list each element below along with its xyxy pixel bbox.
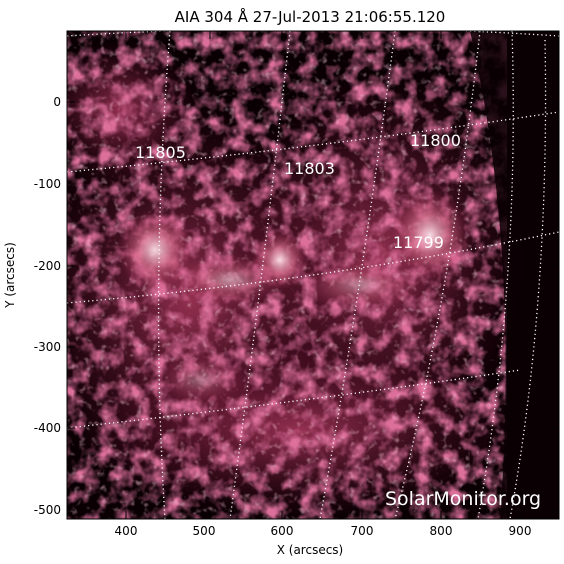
x-tick-label: 400 [115, 524, 138, 538]
x-tick-label: 500 [193, 524, 216, 538]
region-label-11799: 11799 [393, 233, 444, 252]
x-tick-label: 900 [509, 524, 532, 538]
heliographic-grid [67, 31, 559, 519]
x-tick-labels: 400 500 600 700 800 900 [115, 524, 532, 538]
x-axis-label: X (arcsecs) [277, 543, 344, 557]
watermark: SolarMonitor.org [385, 488, 541, 510]
x-tick-label: 600 [271, 524, 294, 538]
x-axis [125, 31, 521, 519]
y-tick-label: 0 [53, 95, 61, 109]
region-label-11803: 11803 [284, 159, 335, 178]
x-tick-label: 800 [430, 524, 453, 538]
y-axis [67, 101, 559, 511]
y-axis-label: Y (arcsecs) [3, 242, 17, 309]
y-tick-labels: 0 -100 -200 -300 -400 -500 [34, 95, 61, 517]
plot-title: AIA 304 Å 27-Jul-2013 21:06:55.120 [175, 7, 446, 26]
y-tick-label: -400 [34, 421, 61, 435]
solar-image [67, 31, 559, 519]
x-tick-label: 700 [351, 524, 374, 538]
y-tick-label: -100 [34, 177, 61, 191]
plot-frame [66, 30, 560, 520]
y-tick-label: -300 [34, 340, 61, 354]
region-label-11800: 11800 [410, 131, 461, 150]
active-region-labels: 11805 11803 11800 11799 [135, 131, 461, 252]
y-tick-label: -200 [34, 259, 61, 273]
y-tick-label: -500 [34, 503, 61, 517]
region-label-11805: 11805 [135, 143, 186, 162]
